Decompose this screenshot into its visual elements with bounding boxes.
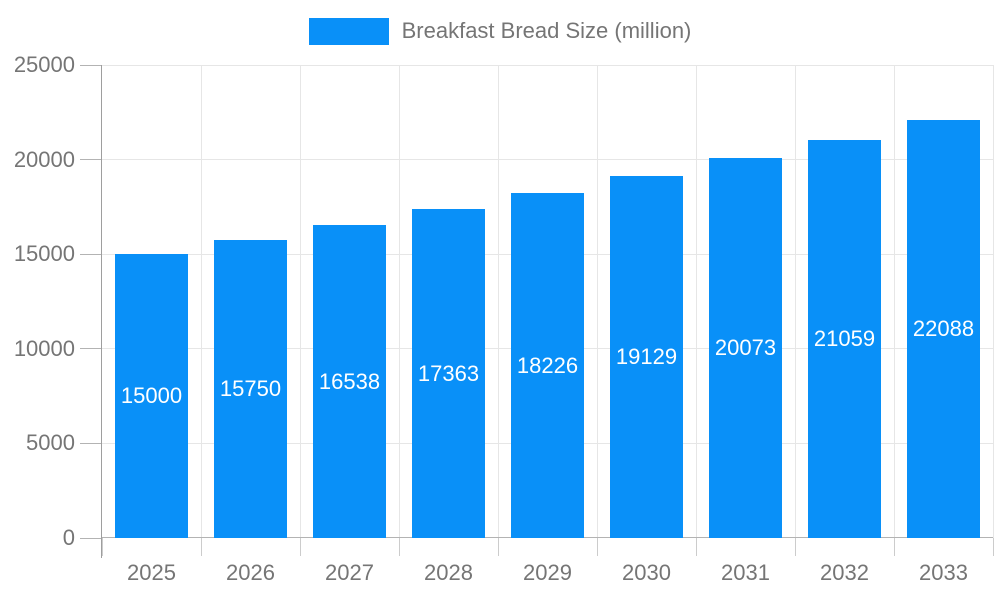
y-axis-tick xyxy=(80,253,102,255)
x-axis-tick xyxy=(596,538,598,556)
v-gridline xyxy=(299,65,301,538)
y-axis-line xyxy=(101,65,102,558)
bar-value-label: 15750 xyxy=(219,376,282,401)
x-axis-tick-label: 2028 xyxy=(424,560,473,585)
y-axis-tick xyxy=(80,64,102,66)
bar[interactable] xyxy=(709,158,782,538)
bar-value-label: 16538 xyxy=(318,368,381,394)
x-axis-tick-label: 2032 xyxy=(820,560,869,585)
x-axis-tick-label: 2033 xyxy=(919,560,968,585)
bar-value-label: 19129 xyxy=(615,344,678,370)
v-gridline xyxy=(794,65,796,538)
bar[interactable] xyxy=(610,176,683,538)
bar[interactable] xyxy=(412,209,485,538)
bar[interactable] xyxy=(214,240,287,538)
x-axis-tick xyxy=(695,538,697,556)
y-axis-tick-label: 25000 xyxy=(13,52,75,77)
x-axis-tick xyxy=(101,538,103,556)
v-gridline xyxy=(200,65,202,538)
bar-value-label: 17363 xyxy=(417,360,480,386)
x-axis-tick xyxy=(299,538,301,556)
x-axis-tick xyxy=(893,538,895,556)
y-axis-tick-label: 10000 xyxy=(13,335,75,361)
y-axis-tick xyxy=(80,537,102,539)
legend-label: Breakfast Bread Size (million) xyxy=(401,18,692,43)
v-gridline xyxy=(497,65,499,538)
x-axis-tick-label: 2025 xyxy=(127,560,176,585)
v-gridline xyxy=(893,65,895,538)
x-axis-tick-label: 2030 xyxy=(622,560,671,585)
bar-value-label: 18226 xyxy=(516,352,579,378)
y-axis-tick xyxy=(80,159,102,161)
y-axis-tick-label: 5000 xyxy=(26,430,75,456)
y-axis-tick xyxy=(80,348,102,350)
bar-value-label: 22088 xyxy=(912,316,975,342)
x-axis-tick-label: 2027 xyxy=(325,560,374,585)
v-gridline xyxy=(695,65,697,538)
x-axis-tick xyxy=(992,538,994,556)
bar[interactable] xyxy=(313,225,386,538)
x-axis-tick xyxy=(398,538,400,556)
x-axis-tick xyxy=(794,538,796,556)
bar-value-label: 21059 xyxy=(813,325,876,351)
v-gridline xyxy=(992,65,994,538)
y-axis-tick-label: 20000 xyxy=(13,146,75,172)
x-axis-tick-label: 2031 xyxy=(721,560,770,585)
y-axis-tick xyxy=(80,442,102,444)
bar[interactable] xyxy=(115,254,188,538)
h-gridline xyxy=(102,64,993,66)
bar[interactable] xyxy=(511,193,584,538)
bar-value-label: 15000 xyxy=(120,383,183,409)
v-gridline xyxy=(596,65,598,538)
v-gridline xyxy=(398,65,400,538)
legend-swatch-icon xyxy=(308,17,389,45)
bar-value-label: 20073 xyxy=(714,335,777,361)
bar[interactable] xyxy=(808,139,881,538)
x-axis-tick-label: 2026 xyxy=(226,560,275,585)
y-axis-tick-label: 0 xyxy=(62,525,75,550)
h-gridline xyxy=(102,159,993,161)
x-axis-tick xyxy=(200,538,202,556)
x-axis-tick xyxy=(497,538,499,556)
y-axis-tick-label: 15000 xyxy=(13,241,75,267)
bar[interactable] xyxy=(907,120,980,538)
x-axis-tick-label: 2029 xyxy=(523,560,572,585)
chart-legend[interactable]: Breakfast Bread Size (million) xyxy=(0,14,1000,48)
